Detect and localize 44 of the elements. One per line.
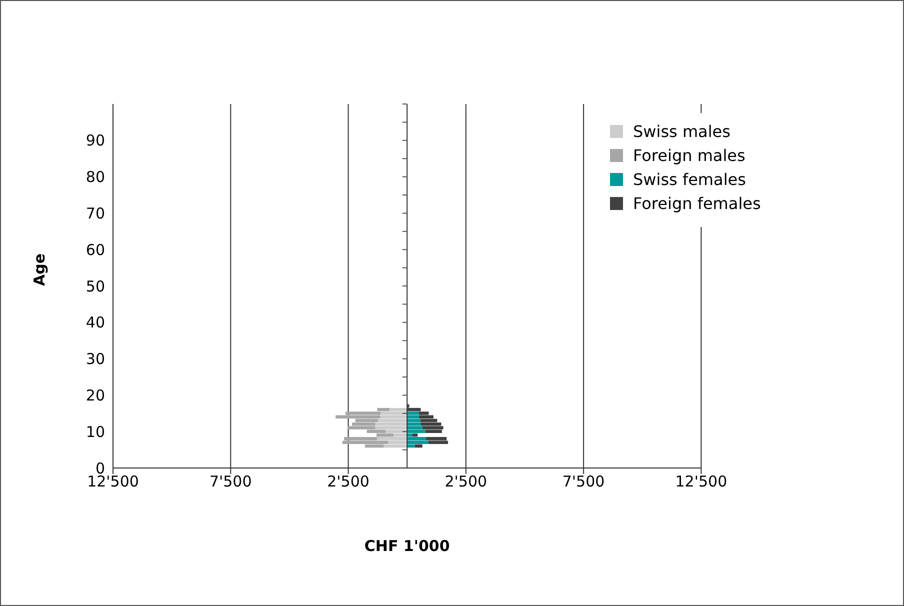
bar: [420, 422, 442, 426]
bar: [422, 426, 444, 430]
legend-label: Swiss males: [633, 122, 730, 140]
bar: [407, 430, 426, 434]
y-tick-label: 80: [86, 168, 105, 186]
bar: [380, 412, 408, 415]
legend-label: Foreign males: [633, 146, 746, 164]
y-tick-label: 40: [86, 314, 105, 332]
x-tick-label: 2'500: [444, 472, 488, 491]
bar: [407, 437, 426, 440]
bar: [425, 430, 442, 434]
y-tick-label: 70: [86, 204, 105, 223]
y-tick-label: 60: [86, 240, 105, 259]
x-tick-label: 7'500: [209, 472, 252, 491]
bar: [407, 418, 420, 422]
bar: [378, 418, 408, 422]
y-tick-label: 10: [86, 422, 105, 441]
bar: [407, 440, 429, 444]
bar: [336, 415, 380, 418]
y-tick-label: 20: [86, 386, 105, 405]
bar: [375, 422, 408, 426]
y-tick-label: 90: [86, 132, 105, 150]
bar: [428, 440, 448, 444]
bar: [375, 426, 408, 430]
x-tick-label: 2'500: [327, 472, 370, 491]
x-tick-label: 12'500: [87, 472, 139, 491]
bar: [376, 437, 408, 440]
x-axis-title: CHF 1'000: [364, 537, 450, 555]
bar: [407, 412, 419, 415]
bar: [407, 426, 422, 430]
bar: [380, 415, 408, 418]
y-tick-label: 50: [86, 277, 105, 296]
bar: [407, 422, 421, 426]
y-tick-label: 30: [86, 350, 105, 368]
bar: [414, 444, 422, 448]
y-axis-title: Age: [30, 253, 48, 286]
legend-label: Swiss females: [633, 170, 746, 188]
x-tick-label: 7'500: [562, 472, 605, 491]
x-tick-label: 12'500: [675, 472, 728, 491]
bar: [342, 440, 388, 444]
bar: [407, 415, 419, 418]
bar: [426, 437, 447, 440]
legend-label: Foreign females: [633, 194, 761, 212]
bar: [418, 415, 434, 418]
